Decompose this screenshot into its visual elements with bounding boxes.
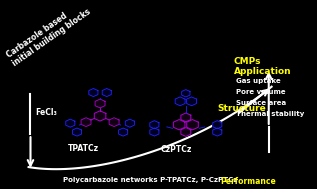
Polygon shape	[109, 118, 119, 126]
Text: Structure: Structure	[217, 104, 266, 113]
Polygon shape	[66, 119, 75, 127]
Text: Surface area: Surface area	[236, 100, 287, 106]
Polygon shape	[102, 88, 111, 97]
Polygon shape	[175, 97, 185, 106]
Text: Pore volume: Pore volume	[236, 89, 286, 95]
Polygon shape	[213, 128, 222, 136]
Polygon shape	[95, 99, 105, 108]
Text: Performance: Performance	[221, 177, 276, 186]
Polygon shape	[81, 118, 91, 126]
Text: TPATCz: TPATCz	[68, 144, 100, 153]
Polygon shape	[213, 121, 222, 129]
Text: Gas uptake: Gas uptake	[236, 78, 281, 84]
Polygon shape	[181, 128, 191, 136]
Polygon shape	[89, 88, 98, 97]
Text: CzPTCz: CzPTCz	[161, 145, 192, 154]
Polygon shape	[181, 113, 191, 122]
Polygon shape	[125, 119, 134, 127]
Text: Thermal stability: Thermal stability	[236, 111, 305, 117]
Polygon shape	[150, 121, 159, 129]
Polygon shape	[187, 120, 198, 130]
Polygon shape	[182, 90, 190, 97]
Text: Polycarbazole networks P-TPATCz, P-CzPTCz: Polycarbazole networks P-TPATCz, P-CzPTC…	[63, 177, 238, 183]
Polygon shape	[94, 111, 106, 121]
Polygon shape	[187, 97, 197, 106]
Polygon shape	[173, 120, 185, 130]
Text: FeCl₃: FeCl₃	[35, 108, 57, 117]
Polygon shape	[73, 128, 81, 136]
Text: CMPs
Application: CMPs Application	[234, 57, 291, 76]
Text: Carbazole based
initial building blocks: Carbazole based initial building blocks	[5, 0, 92, 68]
Polygon shape	[150, 128, 159, 136]
Polygon shape	[119, 128, 128, 136]
